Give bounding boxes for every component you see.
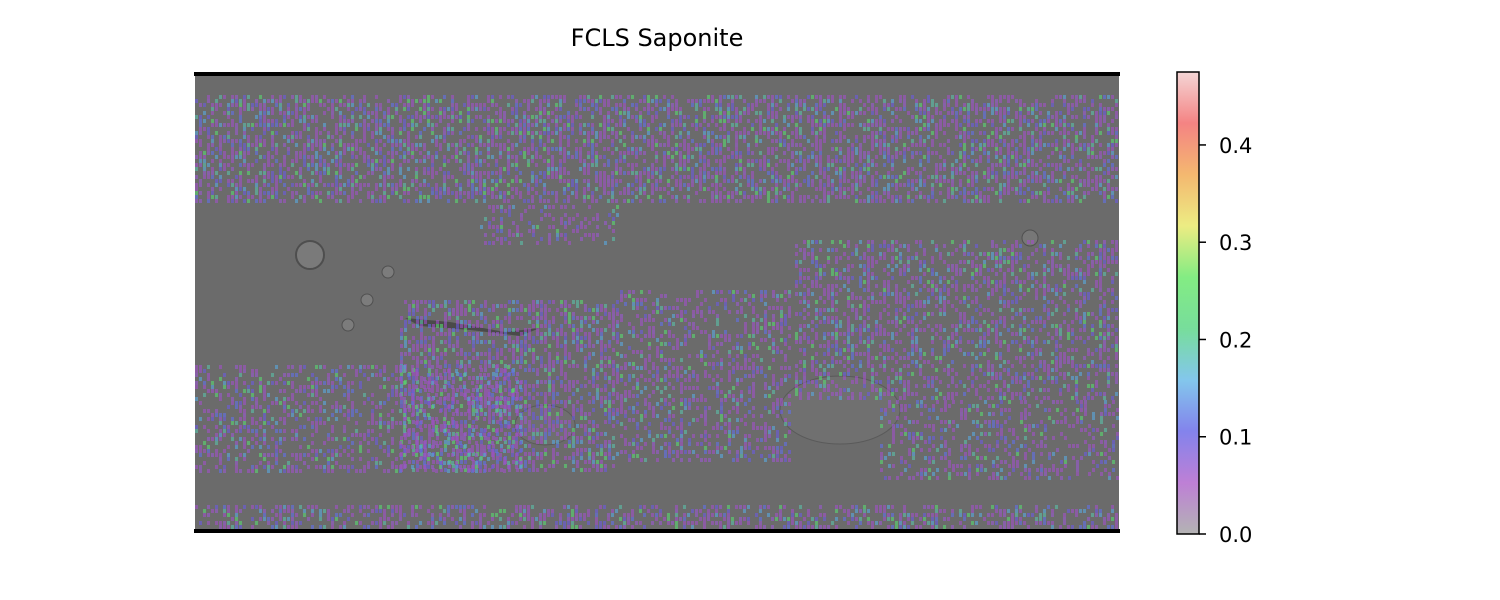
volcano-feature <box>381 265 395 279</box>
colorbar <box>1177 72 1199 534</box>
colorbar-tick-label: 0.0 <box>1219 523 1252 547</box>
chart-title: FCLS Saponite <box>570 24 744 52</box>
map-bottom-border <box>194 529 1120 533</box>
colorbar-tick-label: 0.1 <box>1219 426 1252 450</box>
abundance-overlay <box>195 95 1119 529</box>
colorbar-tick-label: 0.3 <box>1219 231 1252 255</box>
volcano-feature <box>360 293 374 307</box>
volcano-feature <box>295 240 325 270</box>
colorbar-tick-label: 0.4 <box>1219 134 1252 158</box>
colorbar-frame <box>1176 71 1200 535</box>
colorbar-tick-label: 0.2 <box>1219 328 1252 352</box>
colorbar-ticks: 0.0 0.1 0.2 0.3 0.4 <box>1199 134 1252 547</box>
volcano-feature <box>341 318 355 332</box>
map-top-border <box>194 72 1120 76</box>
